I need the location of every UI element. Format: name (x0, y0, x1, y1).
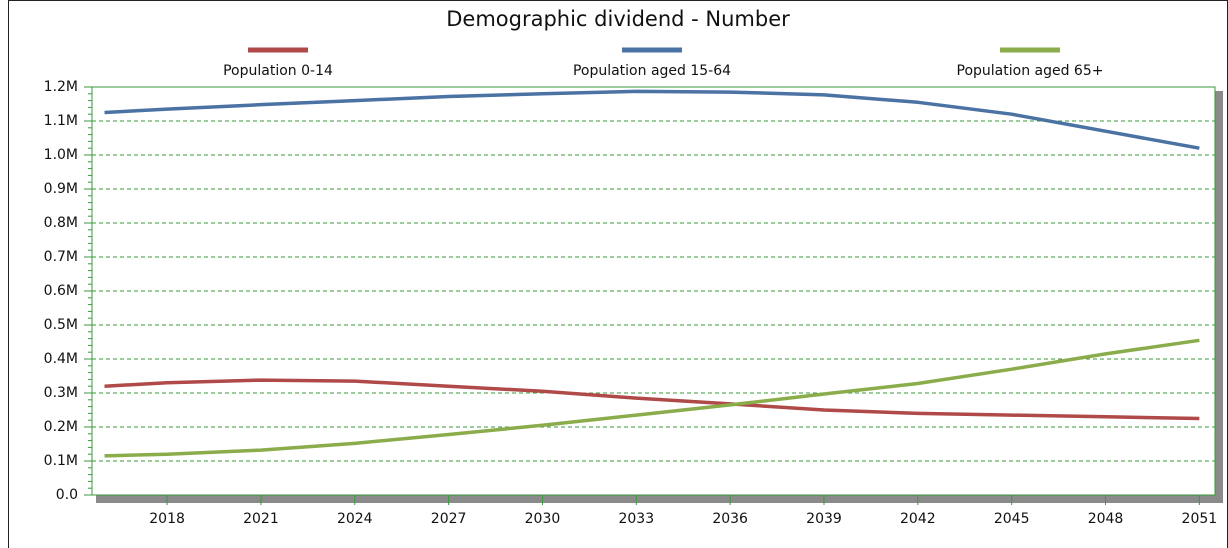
x-tick-label: 2024 (337, 511, 373, 527)
x-tick-label: 2048 (1088, 511, 1124, 527)
series-line (104, 338, 1200, 458)
y-tick-label: 0.6M (44, 283, 78, 299)
y-tick-label: 0.7M (44, 249, 78, 265)
x-tick-label: 2021 (243, 511, 279, 527)
y-tick-label: 0.9M (44, 181, 78, 197)
y-tick-label: 0.2M (44, 419, 78, 435)
x-tick-label: 2042 (900, 511, 936, 527)
y-tick-label: 0.5M (44, 317, 78, 333)
x-tick-label: 2030 (525, 511, 561, 527)
y-tick-label: 0.8M (44, 215, 78, 231)
y-tick-label: 1.2M (44, 79, 78, 95)
y-tick-label: 0.1M (44, 453, 78, 469)
y-tick-label: 1.1M (44, 113, 78, 129)
legend-label: Population aged 65+ (957, 63, 1104, 79)
x-tick-label: 2036 (712, 511, 748, 527)
legend-label: Population aged 15-64 (573, 63, 731, 79)
x-tick-label: 2045 (994, 511, 1030, 527)
x-tick-label: 2027 (431, 511, 467, 527)
x-tick-label: 2051 (1182, 511, 1218, 527)
x-tick-label: 2033 (618, 511, 654, 527)
x-tick-label: 2039 (806, 511, 842, 527)
y-tick-label: 0.0 (56, 487, 78, 503)
legend-label: Population 0-14 (223, 63, 333, 79)
series-line (104, 89, 1200, 150)
chart-title: Demographic dividend - Number (446, 7, 790, 31)
x-tick-label: 2018 (149, 511, 185, 527)
y-tick-label: 0.3M (44, 385, 78, 401)
series-line (104, 378, 1200, 421)
y-tick-label: 0.4M (44, 351, 78, 367)
y-tick-label: 1.0M (44, 147, 78, 163)
